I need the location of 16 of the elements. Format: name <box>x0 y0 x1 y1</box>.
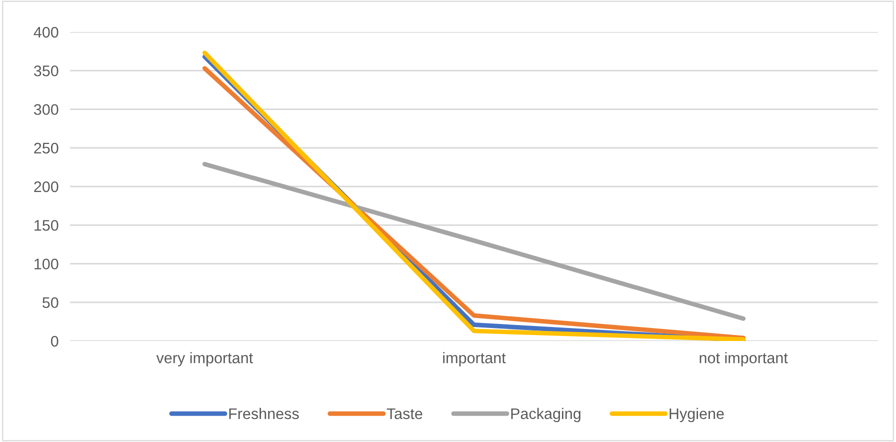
x-tick-label: important <box>443 352 506 366</box>
y-tick-label: 50 <box>42 297 58 308</box>
y-tick-label: 100 <box>34 258 58 270</box>
legend-label: Taste <box>386 408 422 420</box>
x-tick-label: very important <box>156 352 253 366</box>
y-tick-label: 400 <box>34 26 58 38</box>
y-tick-label: 0 <box>50 336 58 347</box>
y-tick-label: 350 <box>34 65 58 76</box>
y-tick-label: 250 <box>34 142 58 154</box>
y-tick-label: 300 <box>34 104 58 115</box>
x-tick-label: not important <box>700 352 788 366</box>
legend-label: Freshness <box>229 408 299 420</box>
legend-label: Hygiene <box>670 408 724 422</box>
legend-label: Packaging <box>511 408 580 422</box>
y-tick-label: 200 <box>34 181 58 192</box>
y-tick-label: 150 <box>34 220 58 231</box>
